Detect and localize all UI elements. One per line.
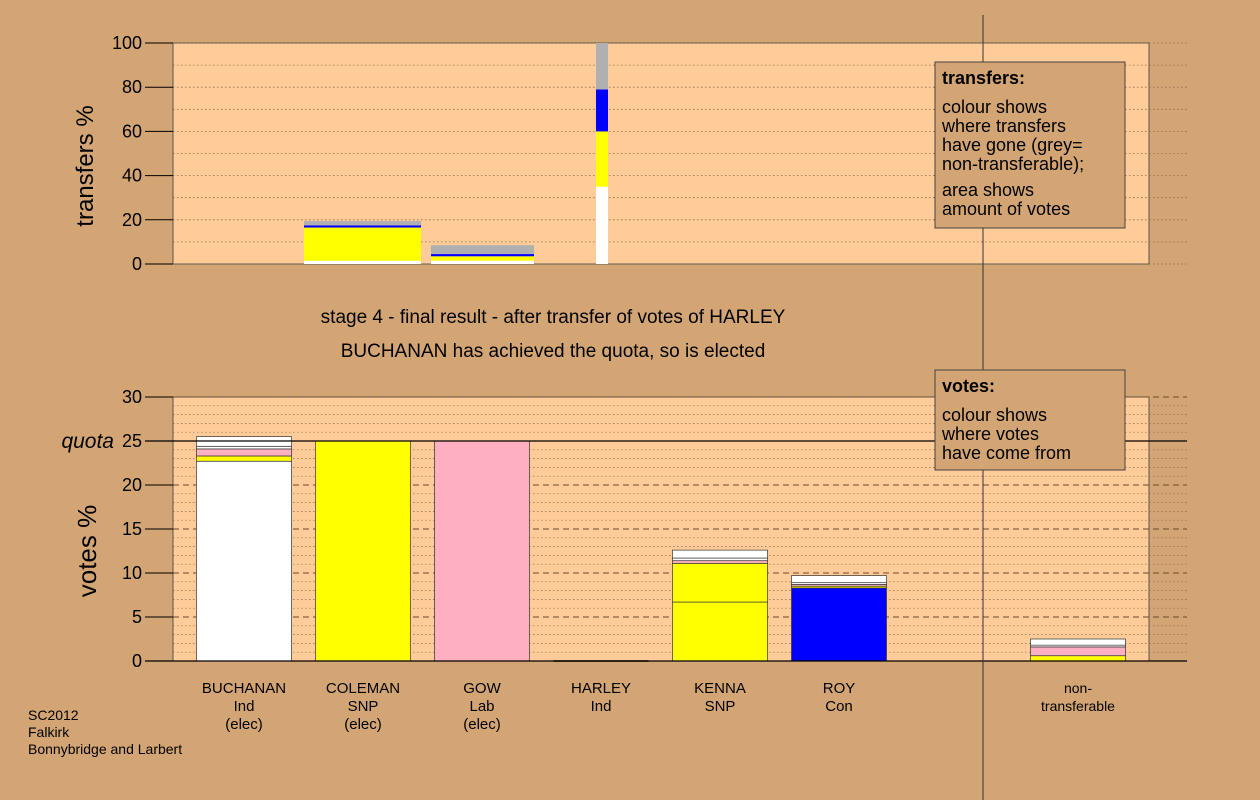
footer-line: Falkirk <box>28 724 70 740</box>
vote-segment-kenna <box>672 601 768 662</box>
transfer-segment-coleman <box>304 260 421 264</box>
bottom-y-tick-label: 0 <box>132 651 142 671</box>
category-label: BUCHANAN <box>202 680 286 697</box>
bottom-y-tick-label: 15 <box>122 519 142 539</box>
transfers-legend-line: area shows <box>942 180 1034 200</box>
vote-segment-kenna <box>672 562 768 603</box>
transfers-legend-title: transfers: <box>942 68 1025 88</box>
transfer-segment-coleman <box>304 227 421 261</box>
category-label: HARLEY <box>571 680 631 697</box>
transfers-legend-line: non-transferable); <box>942 154 1084 174</box>
transfer-segment-gow <box>431 256 534 261</box>
category-label: Ind <box>591 698 612 715</box>
bottom-y-tick-label: 30 <box>122 387 142 407</box>
transfer-segment-harley <box>596 131 608 187</box>
top-chart-axis: 0 20 40 60 80 100 <box>112 33 173 274</box>
transfer-segment-gow <box>431 245 534 255</box>
footer-line: SC2012 <box>28 707 79 723</box>
transfers-legend: transfers: colour shows where transfers … <box>934 61 1126 229</box>
vote-segment-non-transferable <box>1030 638 1126 646</box>
quota-label: quota <box>61 430 114 453</box>
category-label: transferable <box>1041 698 1115 714</box>
category-label: ROY <box>823 680 856 697</box>
stage-text: stage 4 - final result - after transfer … <box>321 307 786 328</box>
vote-segment-buchanan <box>196 460 292 662</box>
vote-segment-buchanan <box>196 445 292 450</box>
top-y-tick-label: 100 <box>112 33 142 53</box>
transfer-segment-harley <box>596 186 608 264</box>
category-label: (elec) <box>344 716 382 733</box>
category-label: SNP <box>705 698 736 715</box>
transfer-segment-gow <box>431 254 534 257</box>
votes-legend: votes: colour shows where votes have com… <box>934 369 1126 471</box>
vote-segment-non-transferable <box>1030 655 1126 662</box>
category-label: SNP <box>348 698 379 715</box>
transfer-segment-coleman <box>304 220 421 226</box>
bottom-chart-bars <box>196 436 1126 662</box>
transfer-segment-harley <box>596 43 608 90</box>
top-y-tick-label: 60 <box>122 121 142 141</box>
footer-line: Bonnybridge and Larbert <box>28 741 182 757</box>
category-label: Lab <box>469 698 494 715</box>
category-label: non- <box>1064 680 1092 696</box>
vote-segment-non-transferable <box>1030 646 1126 657</box>
transfers-legend-line: colour shows <box>942 97 1047 117</box>
bottom-y-tick-label: 25 <box>122 431 142 451</box>
vote-segment-buchanan <box>196 448 292 457</box>
vote-segment-kenna <box>672 557 768 562</box>
top-y-tick-label: 20 <box>122 210 142 230</box>
top-y-tick-label: 0 <box>132 254 142 274</box>
footer: SC2012 Falkirk Bonnybridge and Larbert <box>28 707 182 757</box>
vote-segment-gow <box>434 440 530 662</box>
bottom-y-axis-label: votes % <box>72 505 102 598</box>
category-label: GOW <box>463 680 501 697</box>
vote-segment-buchanan <box>196 455 292 462</box>
votes-legend-line: colour shows <box>942 405 1047 425</box>
top-chart-bars <box>304 43 608 264</box>
transfer-segment-gow <box>431 260 534 264</box>
bottom-y-tick-label: 5 <box>132 607 142 627</box>
top-y-tick-label: 40 <box>122 166 142 186</box>
category-labels: BUCHANANInd(elec)COLEMANSNP(elec)GOWLab(… <box>202 680 1115 733</box>
bottom-y-tick-label: 20 <box>122 475 142 495</box>
category-label: Ind <box>234 698 255 715</box>
top-y-axis-label: transfers % <box>72 105 99 226</box>
votes-legend-line: where votes <box>941 424 1039 444</box>
transfer-segment-harley <box>596 89 608 132</box>
bottom-y-tick-label: 10 <box>122 563 142 583</box>
transfers-legend-line: where transfers <box>941 116 1066 136</box>
vote-segment-roy <box>791 587 887 662</box>
category-label: KENNA <box>694 680 746 697</box>
votes-legend-line: have come from <box>942 443 1071 463</box>
vote-segment-roy <box>791 575 887 584</box>
category-label: (elec) <box>463 716 501 733</box>
votes-legend-title: votes: <box>942 376 995 396</box>
category-label: COLEMAN <box>326 680 400 697</box>
result-text: BUCHANAN has achieved the quota, so is e… <box>341 341 766 362</box>
vote-segment-coleman <box>315 440 411 662</box>
transfers-legend-line: have gone (grey= <box>942 135 1083 155</box>
vote-segment-kenna <box>672 560 768 564</box>
vote-segment-kenna <box>672 549 768 559</box>
category-label: Con <box>825 698 853 715</box>
transfers-legend-line: amount of votes <box>942 199 1070 219</box>
transfer-segment-coleman <box>304 225 421 228</box>
top-y-tick-label: 80 <box>122 77 142 97</box>
category-label: (elec) <box>225 716 263 733</box>
